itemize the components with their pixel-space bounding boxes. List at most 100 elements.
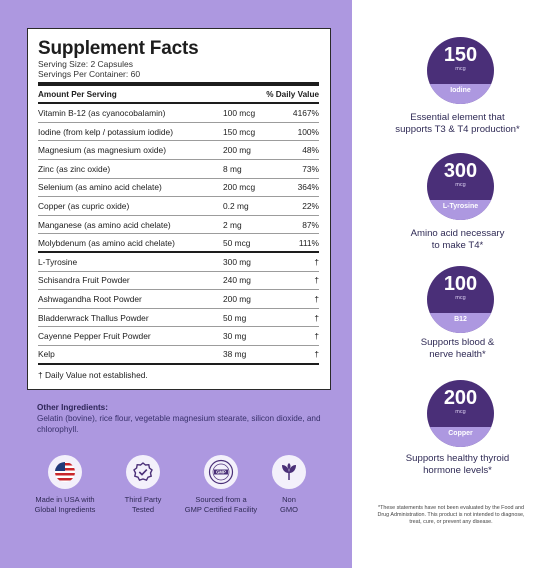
check-badge-icon [126, 455, 160, 489]
desc-line2: hormone levels* [423, 464, 492, 476]
other-ingredients: Other Ingredients: Gelatin (bovine), ric… [37, 402, 337, 435]
table-row: Cayenne Pepper Fruit Powder 30 mg † [38, 327, 319, 346]
table-row: Vitamin B-12 (as cyanocobalamin) 100 mcg 4… [38, 104, 319, 123]
desc-line1: Supports blood & [420, 337, 495, 348]
highlight-value: 200 [443, 387, 478, 409]
table-row: Copper (as cupric oxide) 0.2 mg 22% [38, 197, 319, 216]
fda-disclaimer: *These statements have not been evaluate… [377, 505, 525, 526]
badge-gmp-certified: GMP Sourced from a GMP Certified Facilit… [179, 455, 263, 515]
nutrient-daily-value: † [314, 312, 319, 323]
nutrient-amount: 100 mcg [223, 107, 256, 118]
facts-header-row: Amount Per Serving % Daily Value [38, 86, 319, 105]
nutrient-amount: 8 mg [223, 163, 242, 174]
nutrient-amount: 2 mg [223, 219, 242, 230]
highlight-tyrosine-badge: 300 mcg L-Tyrosine [427, 153, 494, 220]
highlight-unit: mcg [455, 409, 466, 415]
badge-tested-line1: Third Party [124, 495, 162, 504]
highlight-b12-desc: Supports blood & nerve health* [360, 337, 533, 360]
nutrient-name: L-Tyrosine [38, 256, 78, 267]
gmp-seal-icon: GMP [204, 455, 238, 489]
leaf-icon [272, 455, 306, 489]
highlight-copper-badge: 200 mcg Copper [427, 380, 494, 447]
desc-line2: nerve health* [429, 348, 486, 360]
nutrient-daily-value: 48% [302, 145, 319, 156]
serving-size: Serving Size: 2 Capsules [38, 59, 133, 69]
servings-per-container: Servings Per Container: 60 [38, 68, 141, 79]
nutrient-daily-value: 73% [302, 163, 319, 174]
highlight-iodine-badge: 150 mcg Iodine [427, 37, 494, 104]
highlight-band [427, 84, 494, 104]
nutrient-daily-value: 22% [302, 200, 319, 211]
highlights-column: 150 mcg Iodine Essential element that su… [352, 0, 533, 568]
highlight-tyrosine-desc: Amino acid necessary to make T4* [360, 228, 533, 251]
badge-tested-line2: Tested [131, 505, 155, 514]
nutrient-name: Iodine (from kelp / potassium iodide) [38, 126, 173, 137]
supplement-facts-panel: Supplement Facts Serving Size: 2 Capsule… [27, 28, 331, 390]
nutrient-name: Ashwagandha Root Powder [38, 293, 142, 304]
badge-third-party-tested: Third Party Tested [101, 455, 185, 515]
highlight-label: Iodine [450, 87, 471, 94]
table-row: Bladderwrack Thallus Powder 50 mg † [38, 309, 319, 328]
nutrient-daily-value: 364% [297, 182, 319, 193]
badges-row: Made in USA with Global Ingredients Thir… [35, 455, 339, 535]
nutrient-name: Copper (as cupric oxide) [38, 200, 130, 211]
table-row: Iodine (from kelp / potassium iodide) 150… [38, 123, 319, 142]
nutrient-daily-value: † [314, 275, 319, 286]
table-row: Magnesium (as magnesium oxide) 200 mg 48% [38, 141, 319, 160]
nutrient-daily-value: 100% [297, 126, 319, 137]
nutrient-amount: 50 mcg [223, 237, 251, 248]
nutrient-name: Kelp [38, 349, 55, 360]
highlight-value: 300 [443, 160, 478, 182]
nutrient-name: Schisandra Fruit Powder [38, 275, 130, 286]
highlight-value: 150 [443, 44, 478, 66]
nutrient-daily-value: 87% [302, 219, 319, 230]
highlight-iodine-desc: Essential element that supports T3 & T4 … [360, 112, 533, 135]
badge-usa-line1: Made in USA with [35, 495, 95, 504]
gmp-seal-text: GMP [216, 470, 226, 475]
highlight-unit: mcg [455, 295, 466, 301]
nutrient-amount: 240 mg [223, 275, 251, 286]
highlight-copper-desc: Supports healthy thyroid hormone levels* [360, 453, 533, 476]
other-ingredients-heading: Other Ingredients: [37, 403, 108, 412]
usa-flag-icon [48, 455, 82, 489]
desc-line1: Essential element that [410, 112, 505, 123]
facts-rows: Vitamin B-12 (as cyanocobalamin) 100 mcg 4… [38, 104, 319, 365]
highlight-unit: mcg [455, 66, 466, 72]
highlight-label: L-Tyrosine [442, 203, 479, 210]
table-row: Selenium (as amino acid chelate) 200 mcg 3… [38, 179, 319, 198]
highlight-band [427, 313, 494, 333]
highlight-unit: mcg [455, 182, 466, 188]
highlight-b12-badge: 100 mcg B12 [427, 266, 494, 333]
nutrient-name: Vitamin B-12 (as cyanocobalamin) [38, 107, 166, 118]
highlight-band [427, 427, 494, 447]
thick-divider [38, 82, 319, 87]
badge-gmp-line2: GMP Certified Facility [184, 505, 258, 514]
other-ingredients-text: Gelatin (bovine), rice flour, vegetable … [37, 414, 321, 434]
desc-line1: Supports healthy thyroid [405, 453, 510, 464]
nutrient-name: Bladderwrack Thallus Powder [38, 312, 149, 323]
nutrient-amount: 200 mg [223, 293, 251, 304]
amount-per-serving-header: Amount Per Serving [38, 90, 117, 100]
nutrient-amount: 150 mcg [223, 126, 256, 137]
table-row: Ashwagandha Root Powder 200 mg † [38, 290, 319, 309]
nutrient-daily-value: † [314, 256, 319, 267]
nutrient-amount: 38 mg [223, 349, 247, 360]
nutrient-name: Molybdenum (as amino acid chelate) [38, 237, 175, 248]
nutrient-amount: 300 mg [223, 256, 251, 267]
nutrient-name: Manganese (as amino acid chelate) [38, 219, 171, 230]
nutrient-amount: 200 mcg [223, 182, 256, 193]
highlight-label: Copper [448, 430, 473, 437]
lavender-panel: Supplement Facts Serving Size: 2 Capsule… [0, 0, 352, 568]
desc-line2: supports T3 & T4 production* [395, 123, 520, 135]
nutrient-daily-value: † [314, 349, 319, 360]
nutrient-name: Cayenne Pepper Fruit Powder [38, 331, 151, 342]
facts-title: Supplement Facts [38, 38, 199, 59]
highlight-label: B12 [454, 316, 467, 323]
nutrient-name: Selenium (as amino acid chelate) [38, 182, 162, 193]
badge-gmp-line1: Sourced from a [195, 495, 247, 504]
table-row: Zinc (as zinc oxide) 8 mg 73% [38, 160, 319, 179]
badge-made-in-usa: Made in USA with Global Ingredients [23, 455, 107, 515]
nutrient-name: Zinc (as zinc oxide) [38, 163, 111, 174]
highlight-band [427, 200, 494, 220]
table-row: L-Tyrosine 300 mg † [38, 253, 319, 272]
